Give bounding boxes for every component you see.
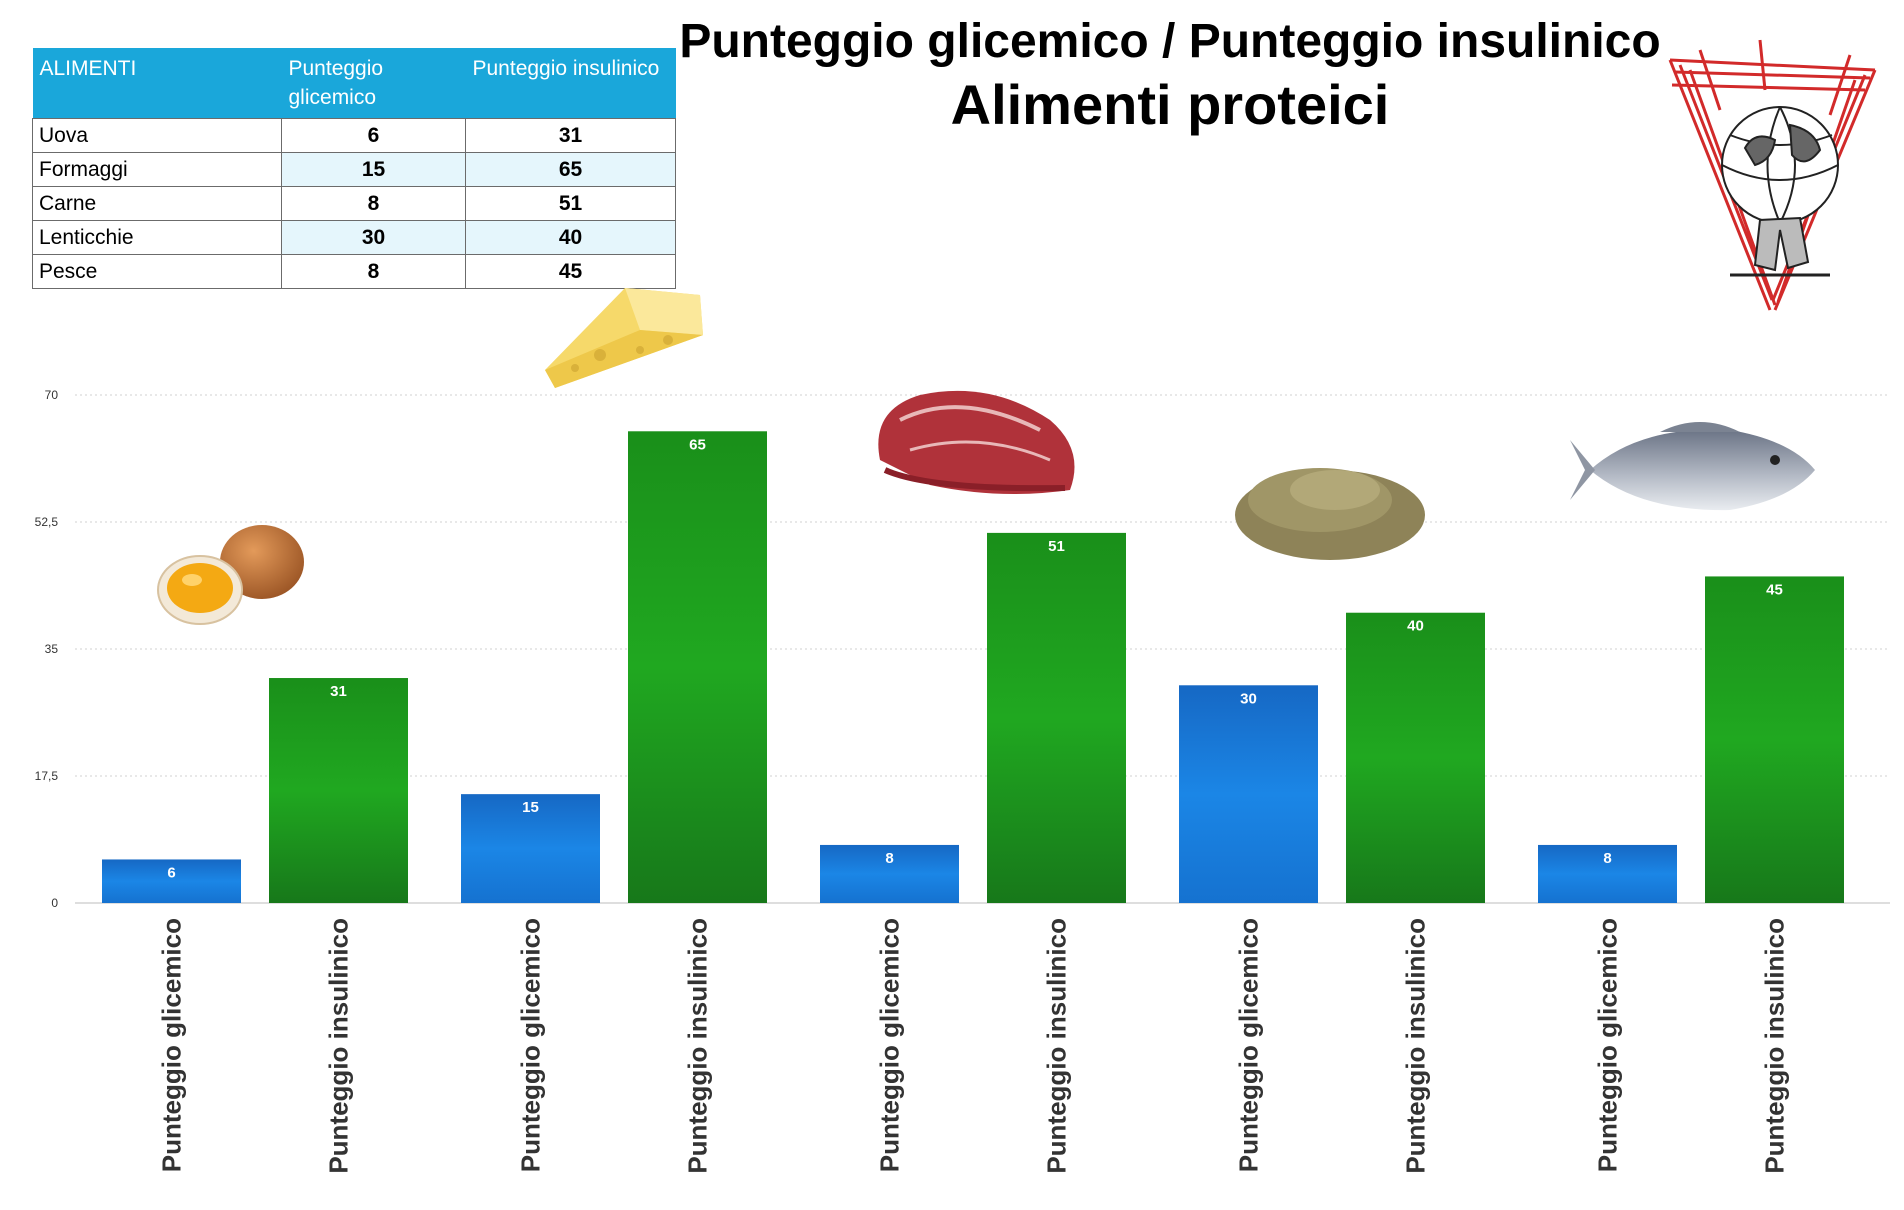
glycemic-value: 8: [281, 186, 466, 221]
header-foods: ALIMENTI: [32, 48, 282, 119]
bar-value-label: 45: [1766, 581, 1783, 598]
food-name: Carne: [32, 186, 282, 221]
glycemic-value: 6: [281, 118, 466, 153]
bar-value-label: 40: [1407, 618, 1424, 635]
bar-value-label: 8: [1603, 850, 1611, 867]
insulin-bar: [987, 532, 1126, 903]
x-tick-label: Punteggio insulinico: [324, 918, 354, 1174]
y-tick-label: 70: [45, 388, 59, 402]
x-tick-label: Punteggio glicemico: [1234, 918, 1264, 1172]
bar-value-label: 15: [522, 799, 539, 816]
x-tick-label: Punteggio insulinico: [1760, 918, 1790, 1174]
table-header-row: ALIMENTI Punteggio glicemico Punteggio i…: [32, 48, 676, 119]
x-tick-label: Punteggio glicemico: [516, 918, 546, 1172]
table-row: Lenticchie 30 40: [32, 220, 676, 255]
insulin-bar: [1705, 576, 1844, 903]
insulin-bar: [269, 678, 408, 903]
insulin-value: 45: [465, 254, 676, 289]
x-tick-label: Punteggio glicemico: [875, 918, 905, 1172]
insulin-value: 51: [465, 186, 676, 221]
food-name: Pesce: [32, 254, 282, 289]
insulin-value: 65: [465, 152, 676, 187]
glycemic-value: 8: [281, 254, 466, 289]
header-glycemic: Punteggio glicemico: [281, 48, 466, 119]
cheese-image: [545, 288, 703, 388]
x-tick-label: Punteggio glicemico: [157, 918, 187, 1172]
atlas-logo: [1668, 39, 1877, 311]
insulin-value: 40: [465, 220, 676, 255]
insulin-bar: [628, 431, 767, 903]
glycemic-value: 15: [281, 152, 466, 187]
food-name: Uova: [32, 118, 282, 153]
bar-value-label: 6: [167, 864, 175, 881]
glycemic-bar: [820, 844, 959, 903]
table-row: Carne 8 51: [32, 186, 676, 221]
table-row: Pesce 8 45: [32, 254, 676, 289]
insulin-value: 31: [465, 118, 676, 153]
insulin-bar: [1346, 612, 1485, 903]
header-insulin: Punteggio insulinico: [465, 48, 676, 119]
chart-subtitle: Alimenti proteici: [950, 73, 1390, 136]
bar-value-label: 31: [330, 683, 347, 700]
table-row: Formaggi 15 65: [32, 152, 676, 187]
y-tick-label: 0: [51, 896, 58, 910]
x-tick-label: Punteggio insulinico: [683, 918, 713, 1174]
egg-image: [157, 525, 304, 625]
bar-value-label: 51: [1048, 538, 1065, 555]
table-row: Uova 6 31: [32, 118, 676, 153]
bar-value-label: 30: [1240, 690, 1257, 707]
lentils-image: [1235, 468, 1425, 560]
y-tick-label: 35: [45, 642, 59, 656]
glycemic-bar: [1538, 844, 1677, 903]
x-tick-label: Punteggio insulinico: [1042, 918, 1072, 1174]
y-tick-label: 52,5: [35, 515, 59, 529]
glycemic-bar: [1179, 685, 1318, 903]
glycemic-bar: [461, 794, 600, 903]
meat-image: [878, 390, 1075, 494]
x-tick-label: Punteggio insulinico: [1401, 918, 1431, 1174]
fish-image: [1570, 422, 1815, 511]
glycemic-bar: [102, 859, 241, 903]
y-tick-label: 17,5: [35, 769, 59, 783]
bar-value-label: 8: [885, 850, 893, 867]
x-tick-label: Punteggio glicemico: [1593, 918, 1623, 1172]
chart-title: Punteggio glicemico / Punteggio insulini…: [679, 15, 1661, 68]
scores-table: ALIMENTI Punteggio glicemico Punteggio i…: [32, 48, 676, 289]
food-name: Lenticchie: [32, 220, 282, 255]
bar-value-label: 65: [689, 436, 706, 453]
